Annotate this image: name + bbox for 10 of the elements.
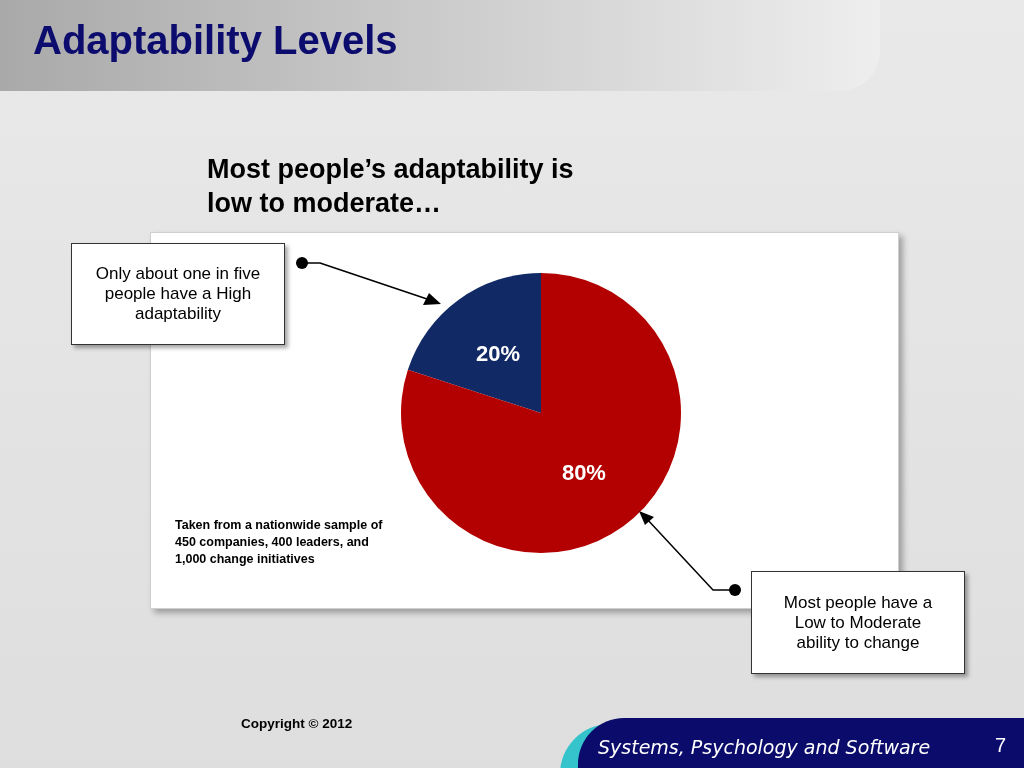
data-label: 20% [476, 341, 521, 367]
text: 7 [995, 734, 1007, 757]
text: Most people have a Low to Moderate ability to change [751, 571, 965, 674]
chart-title: Adaptability Levels [33, 18, 398, 63]
text: Taken from a nationwide sample of 450 companies, 400 leaders, and 1,000 change initiatives [175, 517, 384, 568]
text: Copyright © 2012 [241, 716, 353, 731]
text: Only about one in five people have a High adaptability [71, 243, 285, 345]
data-label: 80% [561, 459, 606, 485]
text: Systems, Psychology and Software [598, 736, 931, 758]
chart-subtitle: Most people’s adaptability is low to moderate… [207, 153, 575, 220]
